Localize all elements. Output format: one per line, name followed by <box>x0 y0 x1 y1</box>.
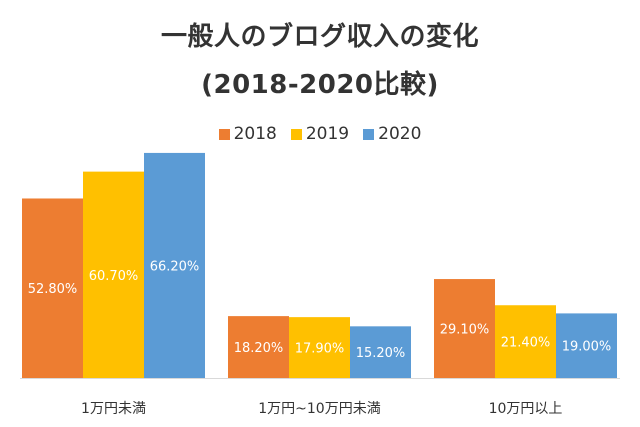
data-label-2019-2: 21.40% <box>501 336 551 351</box>
bar-2019-2 <box>495 305 556 378</box>
legend: 2018 2019 2020 <box>0 124 640 144</box>
data-label-2019-1: 17.90% <box>295 342 345 357</box>
legend-label-2018: 2018 <box>233 124 277 144</box>
bar-2018-0 <box>22 198 83 378</box>
legend-swatch-2018 <box>218 128 230 140</box>
legend-item-2019: 2019 <box>290 124 350 144</box>
category-label-2: 10万円以上 <box>489 401 563 417</box>
data-label-2020-0: 66.20% <box>150 259 200 274</box>
data-label-2019-0: 60.70% <box>89 269 139 284</box>
legend-item-2020: 2020 <box>363 124 421 144</box>
bar-2020-2 <box>556 313 617 378</box>
chart-subtitle: (2018-2020比較) <box>201 70 439 100</box>
category-label-0: 1万円未満 <box>81 401 146 417</box>
legend-label-2019: 2019 <box>305 124 350 144</box>
data-label-2020-2: 19.00% <box>562 340 612 355</box>
data-label-2018-1: 18.20% <box>234 341 284 356</box>
legend-label-2020: 2020 <box>378 124 422 144</box>
legend-swatch-2020 <box>363 128 375 140</box>
data-label-2020-1: 15.20% <box>356 346 406 361</box>
legend-item-2018: 2018 <box>218 124 277 144</box>
legend-swatch-2019 <box>290 128 302 140</box>
data-label-2018-0: 52.80% <box>28 282 78 297</box>
data-label-2018-2: 29.10% <box>440 323 490 338</box>
bar-2020-1 <box>350 326 411 378</box>
bar-2018-1 <box>228 316 289 378</box>
bar-2020-0 <box>144 152 205 378</box>
bar-2019-1 <box>289 317 350 378</box>
bar-2018-2 <box>434 279 495 378</box>
chart-title: 一般人のブログ収入の変化 <box>160 22 479 52</box>
category-label-1: 1万円~10万円未満 <box>258 401 380 417</box>
bar-2019-0 <box>83 171 144 378</box>
